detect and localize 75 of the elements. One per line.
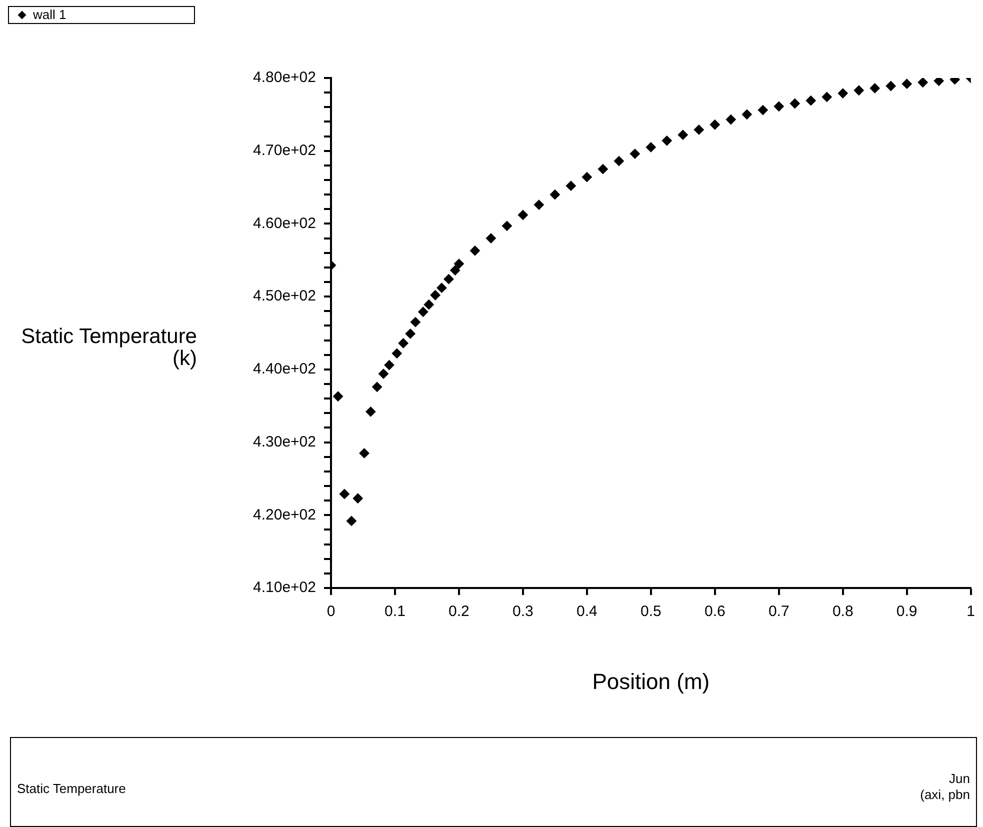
point <box>582 172 592 182</box>
point <box>339 489 350 500</box>
point <box>758 105 768 116</box>
point <box>886 81 896 92</box>
point <box>630 148 640 159</box>
point <box>444 274 454 284</box>
point <box>454 258 464 269</box>
y-tick-label: 4.80e+02 <box>253 69 316 86</box>
point <box>822 92 832 102</box>
x-tick-label: 0.1 <box>384 603 406 620</box>
point <box>742 109 752 120</box>
point <box>430 290 440 300</box>
point <box>378 368 388 379</box>
point <box>678 130 688 140</box>
point <box>838 88 848 98</box>
point <box>694 124 704 135</box>
point <box>806 96 816 106</box>
x-tick-label: 1 <box>966 603 975 620</box>
point <box>333 391 344 402</box>
point <box>502 220 512 231</box>
point <box>418 306 428 317</box>
point <box>410 317 420 328</box>
point <box>405 328 416 339</box>
point <box>934 78 944 86</box>
point <box>450 265 460 276</box>
point <box>854 85 864 96</box>
y-tick-label: 4.10e+02 <box>253 579 316 596</box>
point <box>392 348 402 358</box>
point <box>366 406 376 417</box>
point <box>359 448 370 458</box>
point <box>662 136 672 146</box>
y-tick-label: 4.40e+02 <box>253 360 316 378</box>
point <box>614 156 624 166</box>
y-tick-label: 4.20e+02 <box>253 506 316 524</box>
y-axis-title: Static Temperature (k) <box>20 325 197 370</box>
point <box>384 360 394 370</box>
legend-label: wall 1 <box>33 7 66 23</box>
x-axis-title: Position (m) <box>592 668 710 694</box>
point <box>902 78 912 89</box>
point <box>534 200 544 210</box>
point <box>486 233 496 244</box>
point <box>918 78 928 88</box>
text: Static Temperature <box>17 781 126 796</box>
point <box>518 210 528 220</box>
x-tick-label: 0.4 <box>576 603 598 620</box>
text: (axi, pbn <box>920 787 970 803</box>
text: Jun <box>948 771 970 787</box>
x-tick-label: 0.7 <box>768 603 790 620</box>
y-tick-label: 4.50e+02 <box>253 288 316 305</box>
point <box>424 300 434 310</box>
x-tick-label: 0.3 <box>512 603 534 620</box>
x-tick-label: 0 <box>326 603 336 620</box>
y-tick-label: 4.30e+02 <box>253 433 316 450</box>
point <box>870 83 880 94</box>
point <box>470 246 480 256</box>
point <box>566 180 576 191</box>
point <box>646 142 656 152</box>
x-tick-label: 0.9 <box>896 603 918 620</box>
point <box>352 493 363 504</box>
point <box>398 338 408 348</box>
point <box>774 101 784 112</box>
point <box>790 98 800 108</box>
point <box>346 516 356 526</box>
x-tick-label: 0.6 <box>704 603 726 620</box>
point <box>372 382 382 392</box>
point <box>726 114 736 125</box>
y-tick-label: 4.60e+02 <box>253 214 316 232</box>
x-tick-label: 0.5 <box>640 603 662 620</box>
y-tick-label: 4.70e+02 <box>253 142 316 159</box>
point <box>598 164 608 174</box>
point <box>550 190 560 200</box>
x-tick-label: 0.8 <box>832 603 854 620</box>
point <box>710 120 720 130</box>
x-tick-label: 0.2 <box>448 603 470 620</box>
point <box>436 282 447 293</box>
